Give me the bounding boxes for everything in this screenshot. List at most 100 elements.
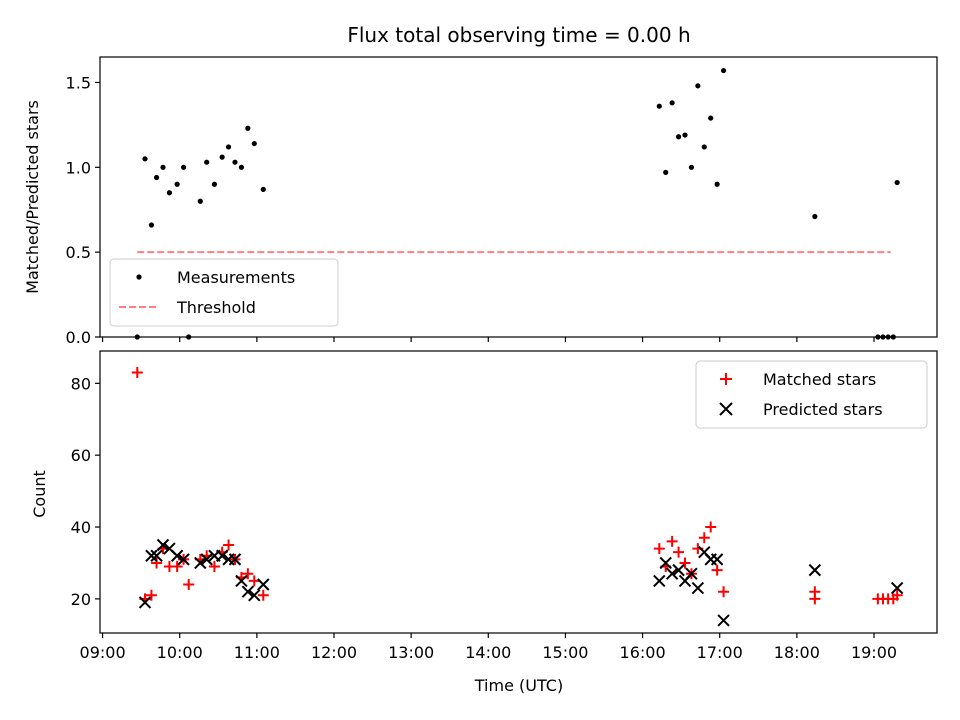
predicted-star-point	[685, 567, 698, 580]
predicted-star-point	[145, 549, 158, 562]
bottom-xtick-label: 16:00	[620, 643, 666, 662]
matched-star-point	[145, 589, 157, 601]
measurement-point	[153, 174, 160, 181]
measurement-point	[148, 222, 155, 228]
matched-star-point	[653, 543, 665, 555]
matched-star-point	[183, 579, 195, 591]
measurement-point	[656, 103, 662, 109]
bottom-xtick-label: 17:00	[697, 643, 743, 662]
bottom-xtick-label: 19:00	[851, 643, 897, 662]
measurement-point	[669, 100, 675, 106]
bottom-y-ticks: 20 40 60 80	[71, 374, 100, 609]
matched-star-point	[891, 589, 903, 601]
measurement-point	[880, 334, 886, 340]
bottom-xtick-label: 10:00	[157, 643, 203, 662]
bottom-xtick-label: 15:00	[542, 643, 588, 662]
predicted-star-point	[194, 556, 207, 570]
measurement-point	[238, 164, 245, 170]
legend-threshold-label: Threshold	[176, 298, 256, 317]
measurement-point	[134, 334, 140, 340]
top-legend: Measurements Threshold	[109, 258, 339, 327]
legend-matched-marker	[720, 373, 732, 385]
measurement-point	[174, 181, 180, 187]
legend-matched-label: Matched stars	[763, 370, 876, 389]
predicted-star-point	[717, 614, 730, 627]
matched-star-point	[171, 561, 183, 573]
bottom-xtick-label: 09:00	[80, 643, 126, 662]
legend-measurements-marker	[136, 274, 142, 280]
measurement-point	[695, 83, 701, 89]
measurement-point	[197, 198, 203, 204]
bottom-xtick-label: 13:00	[388, 643, 434, 662]
matched-star-point	[666, 535, 678, 547]
predicted-star-point	[808, 563, 822, 577]
top-plot-frame	[99, 56, 938, 338]
top-legend-box	[109, 258, 339, 327]
bottom-ytick-label: 60	[71, 446, 91, 465]
predicted-star-point	[710, 553, 724, 566]
matched-star-point	[673, 546, 685, 558]
measurement-point	[225, 144, 232, 150]
matched-star-point	[705, 521, 717, 533]
measurement-point	[245, 125, 251, 131]
measurement-point	[894, 179, 900, 186]
predicted-star-point	[170, 549, 184, 562]
x-axis-label: Time (UTC)	[474, 676, 563, 695]
legend-measurements-label: Measurements	[177, 268, 295, 287]
bottom-series	[131, 367, 904, 627]
predicted-star-point	[235, 574, 248, 588]
measurement-point	[186, 334, 192, 340]
matched-star-point	[711, 564, 723, 576]
top-ytick-label: 0.0	[66, 328, 91, 347]
measurement-point	[812, 213, 818, 220]
bottom-xtick-label: 18:00	[774, 643, 820, 662]
legend-predicted-marker	[719, 402, 733, 416]
matched-star-point	[679, 557, 691, 569]
predicted-star-point	[228, 553, 242, 566]
bottom-ytick-label: 80	[71, 374, 91, 393]
top-ytick-label: 1.5	[66, 73, 91, 92]
bottom-xtick-label: 11:00	[234, 643, 280, 662]
measurement-point	[714, 181, 720, 187]
top-panel: Flux total observing time = 0.00 h 0.0 0.…	[23, 23, 938, 347]
predicted-star-point	[248, 589, 261, 602]
matched-star-point	[809, 593, 821, 605]
predicted-star-point	[177, 553, 190, 566]
measurement-point	[708, 115, 714, 121]
predicted-star-point	[672, 563, 685, 577]
measurement-point	[166, 190, 173, 196]
measurement-point	[885, 334, 891, 340]
matched-star-point	[131, 367, 143, 379]
bottom-legend: Matched stars Predicted stars	[695, 360, 928, 429]
measurement-point	[232, 159, 238, 165]
predicted-star-point	[200, 553, 213, 566]
legend-predicted-label: Predicted stars	[763, 400, 883, 419]
measurement-point	[160, 164, 166, 170]
predicted-star-point	[659, 556, 672, 570]
top-x-ticks	[101, 337, 875, 342]
bottom-plot-frame	[99, 350, 938, 634]
bottom-ytick-label: 20	[71, 590, 91, 609]
matched-star-point	[257, 589, 269, 601]
measurement-point	[211, 181, 218, 187]
measurement-point	[219, 154, 225, 160]
measurement-point	[663, 169, 669, 175]
chart-title: Flux total observing time = 0.00 h	[347, 23, 690, 47]
measurement-point	[682, 132, 688, 138]
bottom-panel: 20 40 60 80 09:00 10:00 11:00 12:00 13:00 14:00 1…	[30, 350, 938, 695]
measurement-point	[720, 67, 727, 74]
matched-star-point	[718, 586, 730, 598]
predicted-star-point	[691, 581, 705, 595]
measurement-point	[204, 159, 210, 165]
top-ytick-label: 0.5	[66, 243, 91, 262]
measurement-point	[675, 134, 682, 140]
matched-star-point	[698, 532, 710, 544]
measurement-point	[875, 334, 881, 340]
bottom-xtick-label: 12:00	[311, 643, 357, 662]
predicted-star-point	[665, 567, 679, 580]
bottom-xtick-label: 14:00	[465, 643, 511, 662]
matched-star-point	[151, 557, 163, 569]
bottom-legend-box	[695, 360, 928, 429]
measurement-point	[180, 164, 187, 170]
